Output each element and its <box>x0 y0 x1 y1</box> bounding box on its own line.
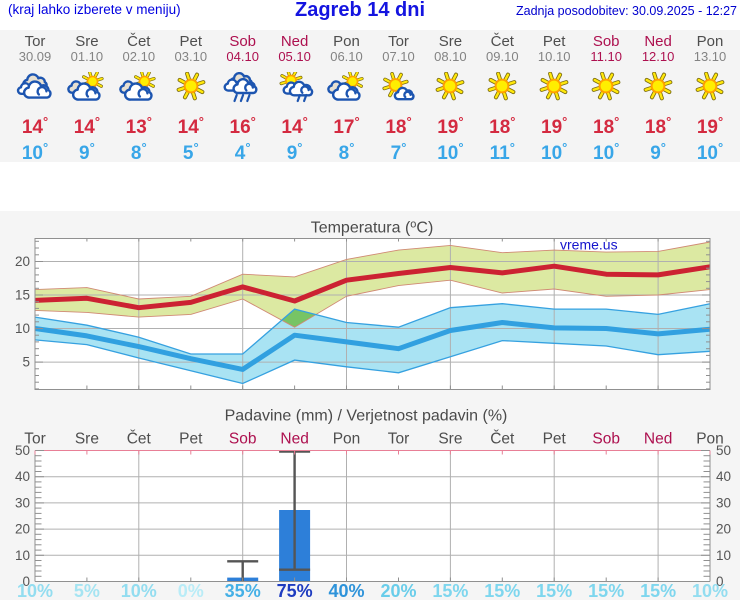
svg-text:50: 50 <box>15 443 30 458</box>
svg-text:50: 50 <box>716 443 731 458</box>
svg-text:Pon: Pon <box>333 430 361 447</box>
svg-text:Tor: Tor <box>388 430 410 447</box>
svg-text:75%: 75% <box>277 581 313 600</box>
svg-text:30: 30 <box>716 495 731 510</box>
svg-text:15%: 15% <box>432 581 468 600</box>
svg-text:40%: 40% <box>328 581 364 600</box>
svg-text:Sre: Sre <box>75 430 99 447</box>
svg-text:10%: 10% <box>692 581 728 600</box>
svg-text:5%: 5% <box>74 581 100 600</box>
svg-text:Temperatura (oC): Temperatura (oC) <box>311 219 434 237</box>
svg-text:15: 15 <box>15 288 30 303</box>
svg-text:35%: 35% <box>225 581 261 600</box>
svg-text:0: 0 <box>22 574 30 589</box>
svg-text:Ned: Ned <box>280 430 308 447</box>
svg-text:10: 10 <box>15 548 30 563</box>
svg-text:10: 10 <box>716 548 731 563</box>
svg-text:Padavine (mm) / Verjetnost pad: Padavine (mm) / Verjetnost padavin (%) <box>225 408 508 425</box>
svg-text:10: 10 <box>15 321 30 336</box>
svg-text:Sob: Sob <box>592 430 620 447</box>
svg-text:Pon: Pon <box>696 430 724 447</box>
svg-text:Sre: Sre <box>438 430 462 447</box>
svg-text:15%: 15% <box>536 581 572 600</box>
svg-text:20: 20 <box>716 522 731 537</box>
svg-text:Čet: Čet <box>127 430 152 447</box>
svg-text:Sob: Sob <box>229 430 257 447</box>
svg-text:15%: 15% <box>588 581 624 600</box>
svg-text:20: 20 <box>15 254 30 269</box>
svg-text:Ned: Ned <box>644 430 672 447</box>
svg-text:15%: 15% <box>640 581 676 600</box>
svg-text:20: 20 <box>15 522 30 537</box>
svg-text:20%: 20% <box>380 581 416 600</box>
svg-text:0%: 0% <box>178 581 204 600</box>
svg-text:Pet: Pet <box>543 430 567 447</box>
svg-text:Pet: Pet <box>179 430 203 447</box>
svg-text:10%: 10% <box>121 581 157 600</box>
svg-text:15%: 15% <box>484 581 520 600</box>
svg-text:10%: 10% <box>17 581 53 600</box>
svg-text:0: 0 <box>716 574 724 589</box>
svg-text:40: 40 <box>716 469 731 484</box>
svg-text:5: 5 <box>22 355 30 370</box>
svg-text:vreme.us: vreme.us <box>560 237 618 253</box>
svg-text:Čet: Čet <box>490 430 515 447</box>
svg-text:Tor: Tor <box>24 430 46 447</box>
svg-text:30: 30 <box>15 495 30 510</box>
svg-text:40: 40 <box>15 469 30 484</box>
